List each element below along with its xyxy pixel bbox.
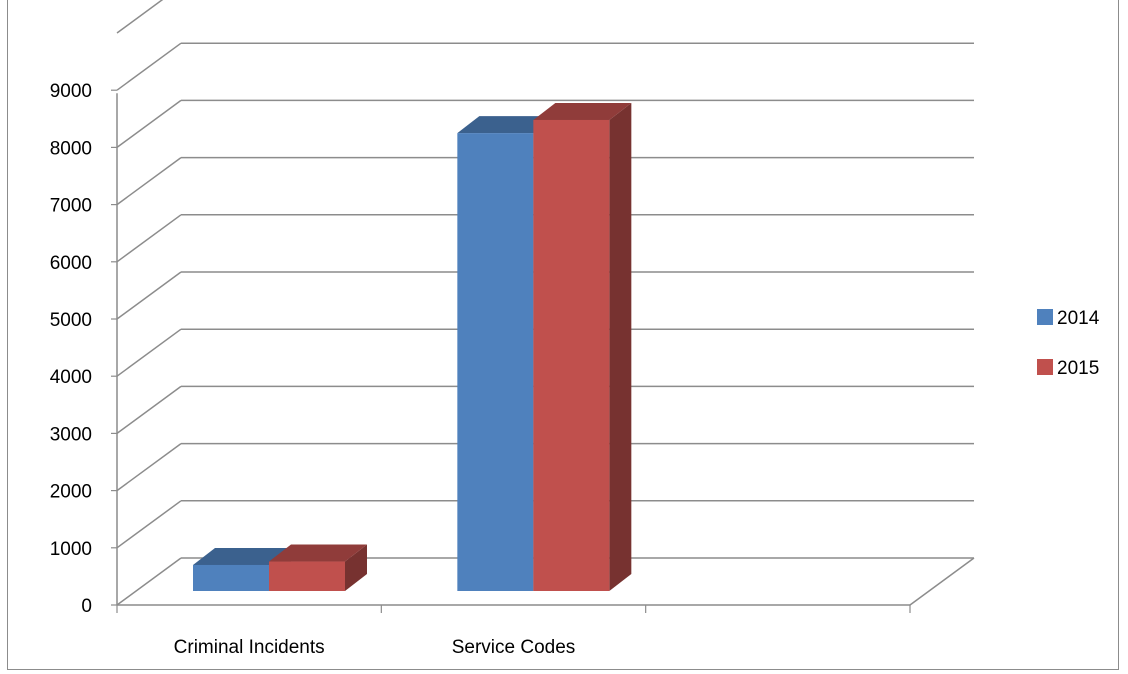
bar-top <box>533 102 632 120</box>
y-tick-label: 7000 <box>50 196 92 217</box>
bar-2014-0 <box>193 564 269 591</box>
y-tick-label: 9000 <box>50 81 92 102</box>
bar-2014-1 <box>457 133 534 591</box>
gridline-diagonal <box>116 42 182 91</box>
bar-top <box>193 547 291 565</box>
gridline-diagonal <box>116 214 182 263</box>
y-tick-label: 2000 <box>50 482 92 503</box>
gridline-diagonal <box>116 271 182 320</box>
x-category-label: Service Codes <box>452 637 576 658</box>
y-tick-label: 6000 <box>50 253 92 274</box>
y-tick-label: 0 <box>81 596 92 617</box>
y-tick-label: 3000 <box>50 424 92 445</box>
bar-top <box>269 544 367 562</box>
bar-2015-1 <box>533 119 610 591</box>
y-tick-label: 8000 <box>50 138 92 159</box>
chart-frame <box>7 0 1119 670</box>
bar-side <box>609 102 632 591</box>
gridline-diagonal <box>116 442 182 492</box>
legend-swatch-2015 <box>1037 359 1053 375</box>
gridline-diagonal <box>116 557 182 606</box>
gridline-diagonal <box>116 156 182 206</box>
x-category-label: Criminal Incidents <box>174 637 325 658</box>
floor-right-edge <box>909 557 975 606</box>
legend-swatch-2014 <box>1037 309 1053 325</box>
y-tick-label: 5000 <box>50 310 92 331</box>
bars <box>193 102 632 591</box>
y-tick-label: 1000 <box>50 539 92 560</box>
legend: 2014 2015 <box>1037 308 1100 379</box>
gridline-diagonal <box>116 0 164 34</box>
y-axis-ticks: 0 1000 2000 3000 4000 5000 6000 7000 8000 9000 <box>50 81 117 617</box>
bar-top <box>457 116 556 134</box>
gridline-diagonal <box>116 328 182 377</box>
y-tick-label: 4000 <box>50 367 92 388</box>
legend-label-2015: 2015 <box>1057 358 1099 379</box>
gridline-diagonal <box>116 500 182 549</box>
bar-side <box>345 544 367 591</box>
x-axis: Criminal Incidents Service Codes <box>116 605 911 658</box>
gridline-diagonal <box>116 99 182 149</box>
legend-label-2014: 2014 <box>1057 308 1100 329</box>
bar-2015-0 <box>269 561 345 591</box>
chart-walls <box>116 93 975 606</box>
gridline-diagonal <box>116 385 182 435</box>
